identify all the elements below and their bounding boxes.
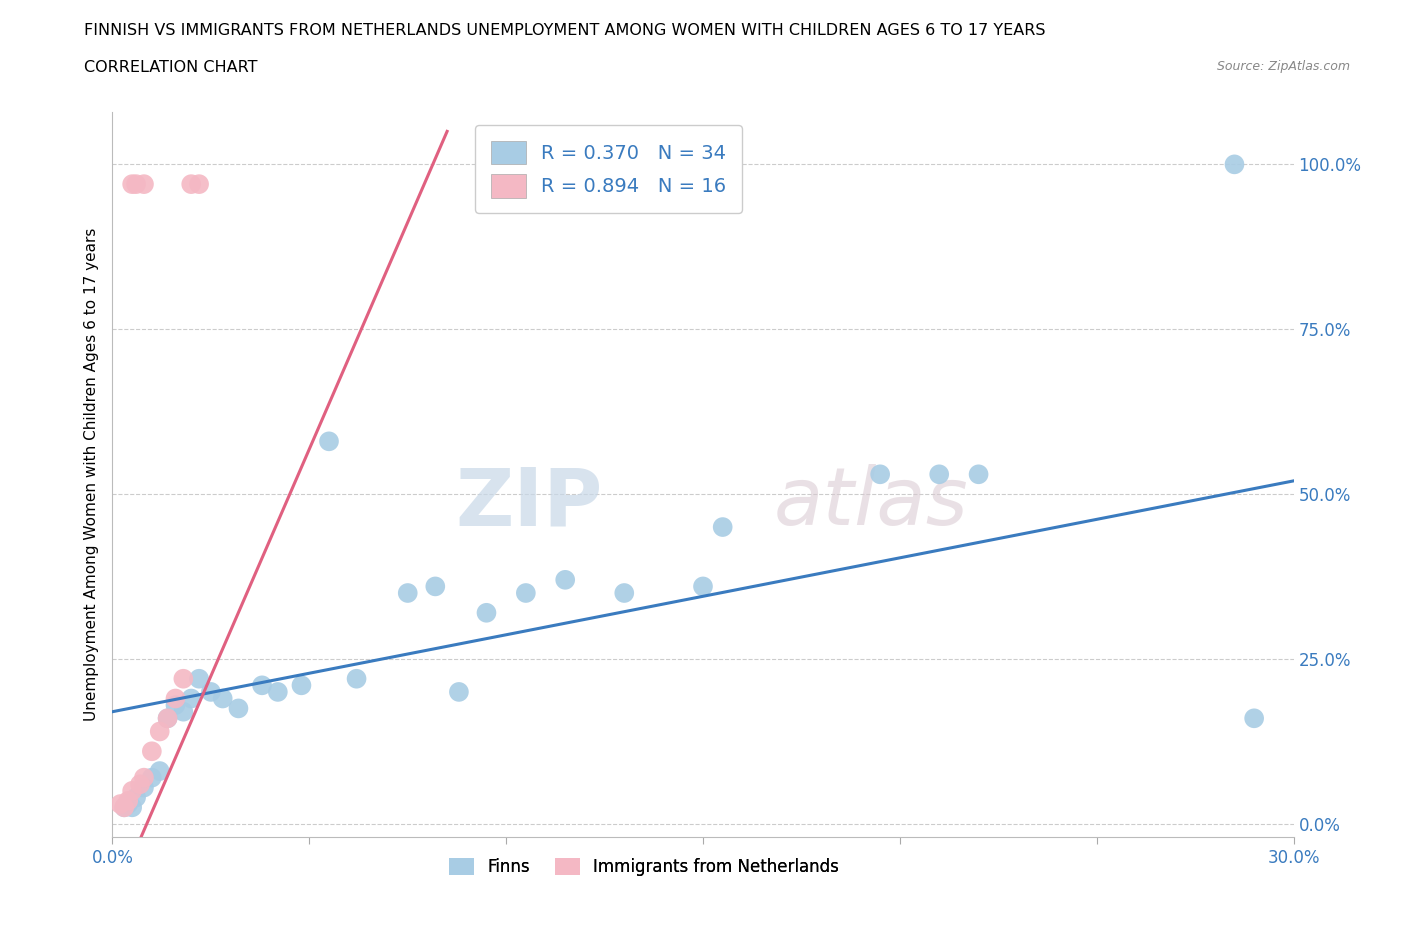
Point	[117, 793, 139, 808]
Point	[318, 434, 340, 449]
Legend: Finns, Immigrants from Netherlands: Finns, Immigrants from Netherlands	[443, 852, 845, 883]
Point	[928, 467, 950, 482]
Point	[121, 800, 143, 815]
Point	[156, 711, 179, 725]
Text: FINNISH VS IMMIGRANTS FROM NETHERLANDS UNEMPLOYMENT AMONG WOMEN WITH CHILDREN AG: FINNISH VS IMMIGRANTS FROM NETHERLANDS U…	[84, 23, 1046, 38]
Point	[180, 691, 202, 706]
Point	[149, 764, 172, 778]
Point	[156, 711, 179, 725]
Point	[172, 671, 194, 686]
Point	[211, 691, 233, 706]
Text: CORRELATION CHART: CORRELATION CHART	[84, 60, 257, 75]
Point	[132, 770, 155, 785]
Text: Source: ZipAtlas.com: Source: ZipAtlas.com	[1216, 60, 1350, 73]
Point	[125, 790, 148, 804]
Point	[132, 780, 155, 795]
Point	[165, 691, 187, 706]
Point	[112, 800, 135, 815]
Point	[129, 777, 152, 791]
Point	[188, 671, 211, 686]
Point	[692, 579, 714, 594]
Point	[121, 783, 143, 798]
Point	[613, 586, 636, 601]
Point	[554, 572, 576, 587]
Point	[967, 467, 990, 482]
Point	[180, 177, 202, 192]
Point	[425, 579, 447, 594]
Point	[711, 520, 734, 535]
Point	[869, 467, 891, 482]
Text: ZIP: ZIP	[456, 464, 603, 542]
Point	[228, 701, 250, 716]
Point	[112, 800, 135, 815]
Point	[515, 586, 537, 601]
Point	[165, 698, 187, 712]
Point	[447, 684, 470, 699]
Point	[172, 704, 194, 719]
Point	[346, 671, 368, 686]
Point	[267, 684, 290, 699]
Point	[117, 797, 139, 812]
Point	[110, 797, 132, 812]
Point	[149, 724, 172, 739]
Point	[290, 678, 312, 693]
Point	[121, 177, 143, 192]
Point	[250, 678, 273, 693]
Point	[1223, 157, 1246, 172]
Point	[1243, 711, 1265, 725]
Point	[141, 770, 163, 785]
Y-axis label: Unemployment Among Women with Children Ages 6 to 17 years: Unemployment Among Women with Children A…	[83, 228, 98, 721]
Point	[125, 177, 148, 192]
Point	[141, 744, 163, 759]
Text: atlas: atlas	[773, 464, 969, 542]
Point	[200, 684, 222, 699]
Point	[396, 586, 419, 601]
Point	[475, 605, 498, 620]
Point	[188, 177, 211, 192]
Point	[132, 177, 155, 192]
